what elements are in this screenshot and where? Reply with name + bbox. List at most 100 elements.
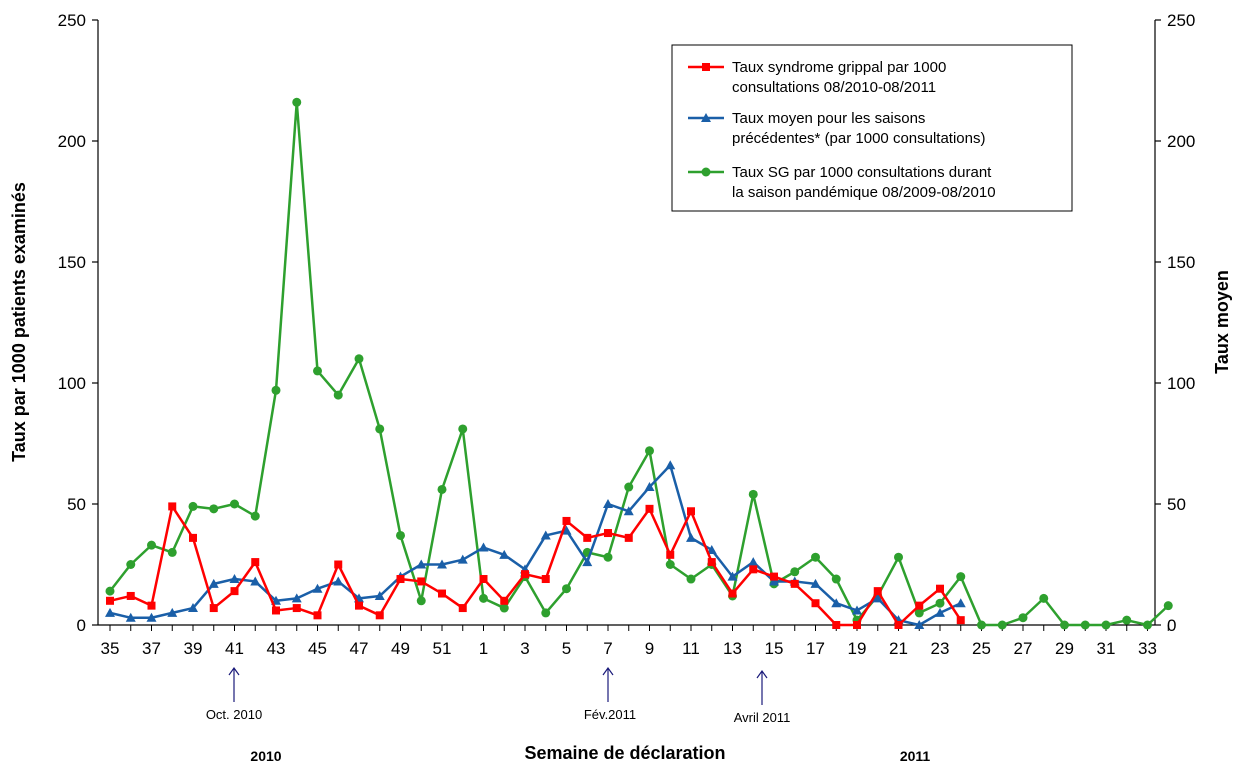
data-point [914,620,925,629]
legend-label: précédentes* (par 1000 consultations) [732,130,986,147]
data-point [645,504,654,513]
data-point [416,559,427,569]
x-axis-title: Semaine de déclaration [524,743,725,763]
data-point [500,596,509,605]
x-tick-label: 43 [267,639,286,658]
data-point [748,489,758,499]
data-point [604,529,612,538]
data-point [769,576,779,586]
data-point [375,611,384,620]
legend-item-green: Taux SG par 1000 consultations durant la… [688,164,996,201]
data-point [458,424,468,434]
data-point [292,604,301,613]
data-point [396,530,405,540]
data-point [333,390,343,400]
data-point [624,533,633,542]
legend-item-blue: Taux moyen pour les saisons précédentes*… [688,110,986,147]
x-tick-label: 19 [848,639,867,658]
data-point [396,575,405,584]
x-ticks: 35 37 39 41 43 45 47 49 51 1 3 5 7 9 11 13 15 17 19 21 23 25 2… [101,625,1169,658]
x-tick-label: 41 [225,639,244,658]
data-point [935,598,945,608]
data-point [541,575,550,584]
data-point [1122,615,1132,625]
data-point [479,593,488,603]
x-tick-label: 51 [433,639,452,658]
data-point [230,587,239,596]
x-tick-label: 21 [889,639,908,658]
data-point [707,558,716,567]
data-point [189,533,197,542]
data-point [312,583,323,593]
x-tick-label: 25 [972,639,991,658]
data-point [437,484,447,494]
y-tick-label-right: 250 [1167,11,1195,30]
data-point [167,607,178,617]
data-point [541,608,551,618]
x-tick-label: 13 [723,639,742,658]
left-y-ticks: 0 50 100 150 200 250 [58,11,98,635]
data-point [687,507,695,516]
data-point [333,576,344,586]
data-point [126,591,135,600]
x-tick-label: 23 [931,639,950,658]
y-tick-label: 200 [58,132,86,151]
legend-label: consultations 08/2010-08/2011 [732,79,936,96]
data-point [873,587,882,596]
annotation-oct-2010: Oct. 2010 [206,666,262,722]
data-point [1163,601,1173,611]
data-point [955,598,966,608]
y-tick-label: 150 [58,253,86,272]
data-point [561,525,572,535]
data-point [603,552,613,562]
x-tick-label: 29 [1055,639,1074,658]
x-tick-label: 11 [682,639,700,658]
data-point [894,552,903,562]
data-point [914,608,924,618]
y-tick-label-right: 0 [1167,616,1176,635]
data-point [292,97,302,107]
data-point [375,424,385,434]
data-point [1060,620,1069,630]
data-point [872,593,883,603]
data-point [230,499,239,509]
annotation-label: Oct. 2010 [206,707,262,722]
data-point [168,502,177,511]
y-tick-label: 0 [77,616,86,635]
annotation-avril-2011: Avril 2011 [734,669,790,725]
x-tick-label: 33 [1138,639,1157,658]
data-point [251,558,260,567]
legend-circle-marker [701,167,711,177]
data-point [977,620,986,630]
legend-label: Taux SG par 1000 consultations durant [732,164,992,181]
annotation-arrowhead [756,669,768,679]
series-square [106,502,965,629]
data-point [582,557,593,567]
data-point [956,616,965,625]
data-point [499,549,510,559]
data-point [146,612,157,622]
data-point [1018,613,1028,623]
data-point [478,542,489,552]
data-point [125,612,136,622]
data-point [458,604,467,613]
data-point [727,571,738,581]
series-line [109,101,1170,627]
data-point [479,575,488,584]
data-point [583,533,592,542]
data-point [313,366,322,376]
data-point [831,574,841,584]
annotation-label: Fév.2011 [584,707,636,722]
y-tick-label: 100 [58,374,86,393]
legend: Taux syndrome grippal par 1000 consultat… [671,44,1073,212]
data-point [188,501,198,511]
data-point [167,547,177,557]
annotation-arrowhead [228,666,240,676]
data-point [105,607,115,617]
legend-label: Taux syndrome grippal par 1000 [732,59,946,76]
data-point [250,576,261,586]
data-point [1080,620,1090,630]
data-point [147,601,156,610]
data-point [666,550,675,559]
